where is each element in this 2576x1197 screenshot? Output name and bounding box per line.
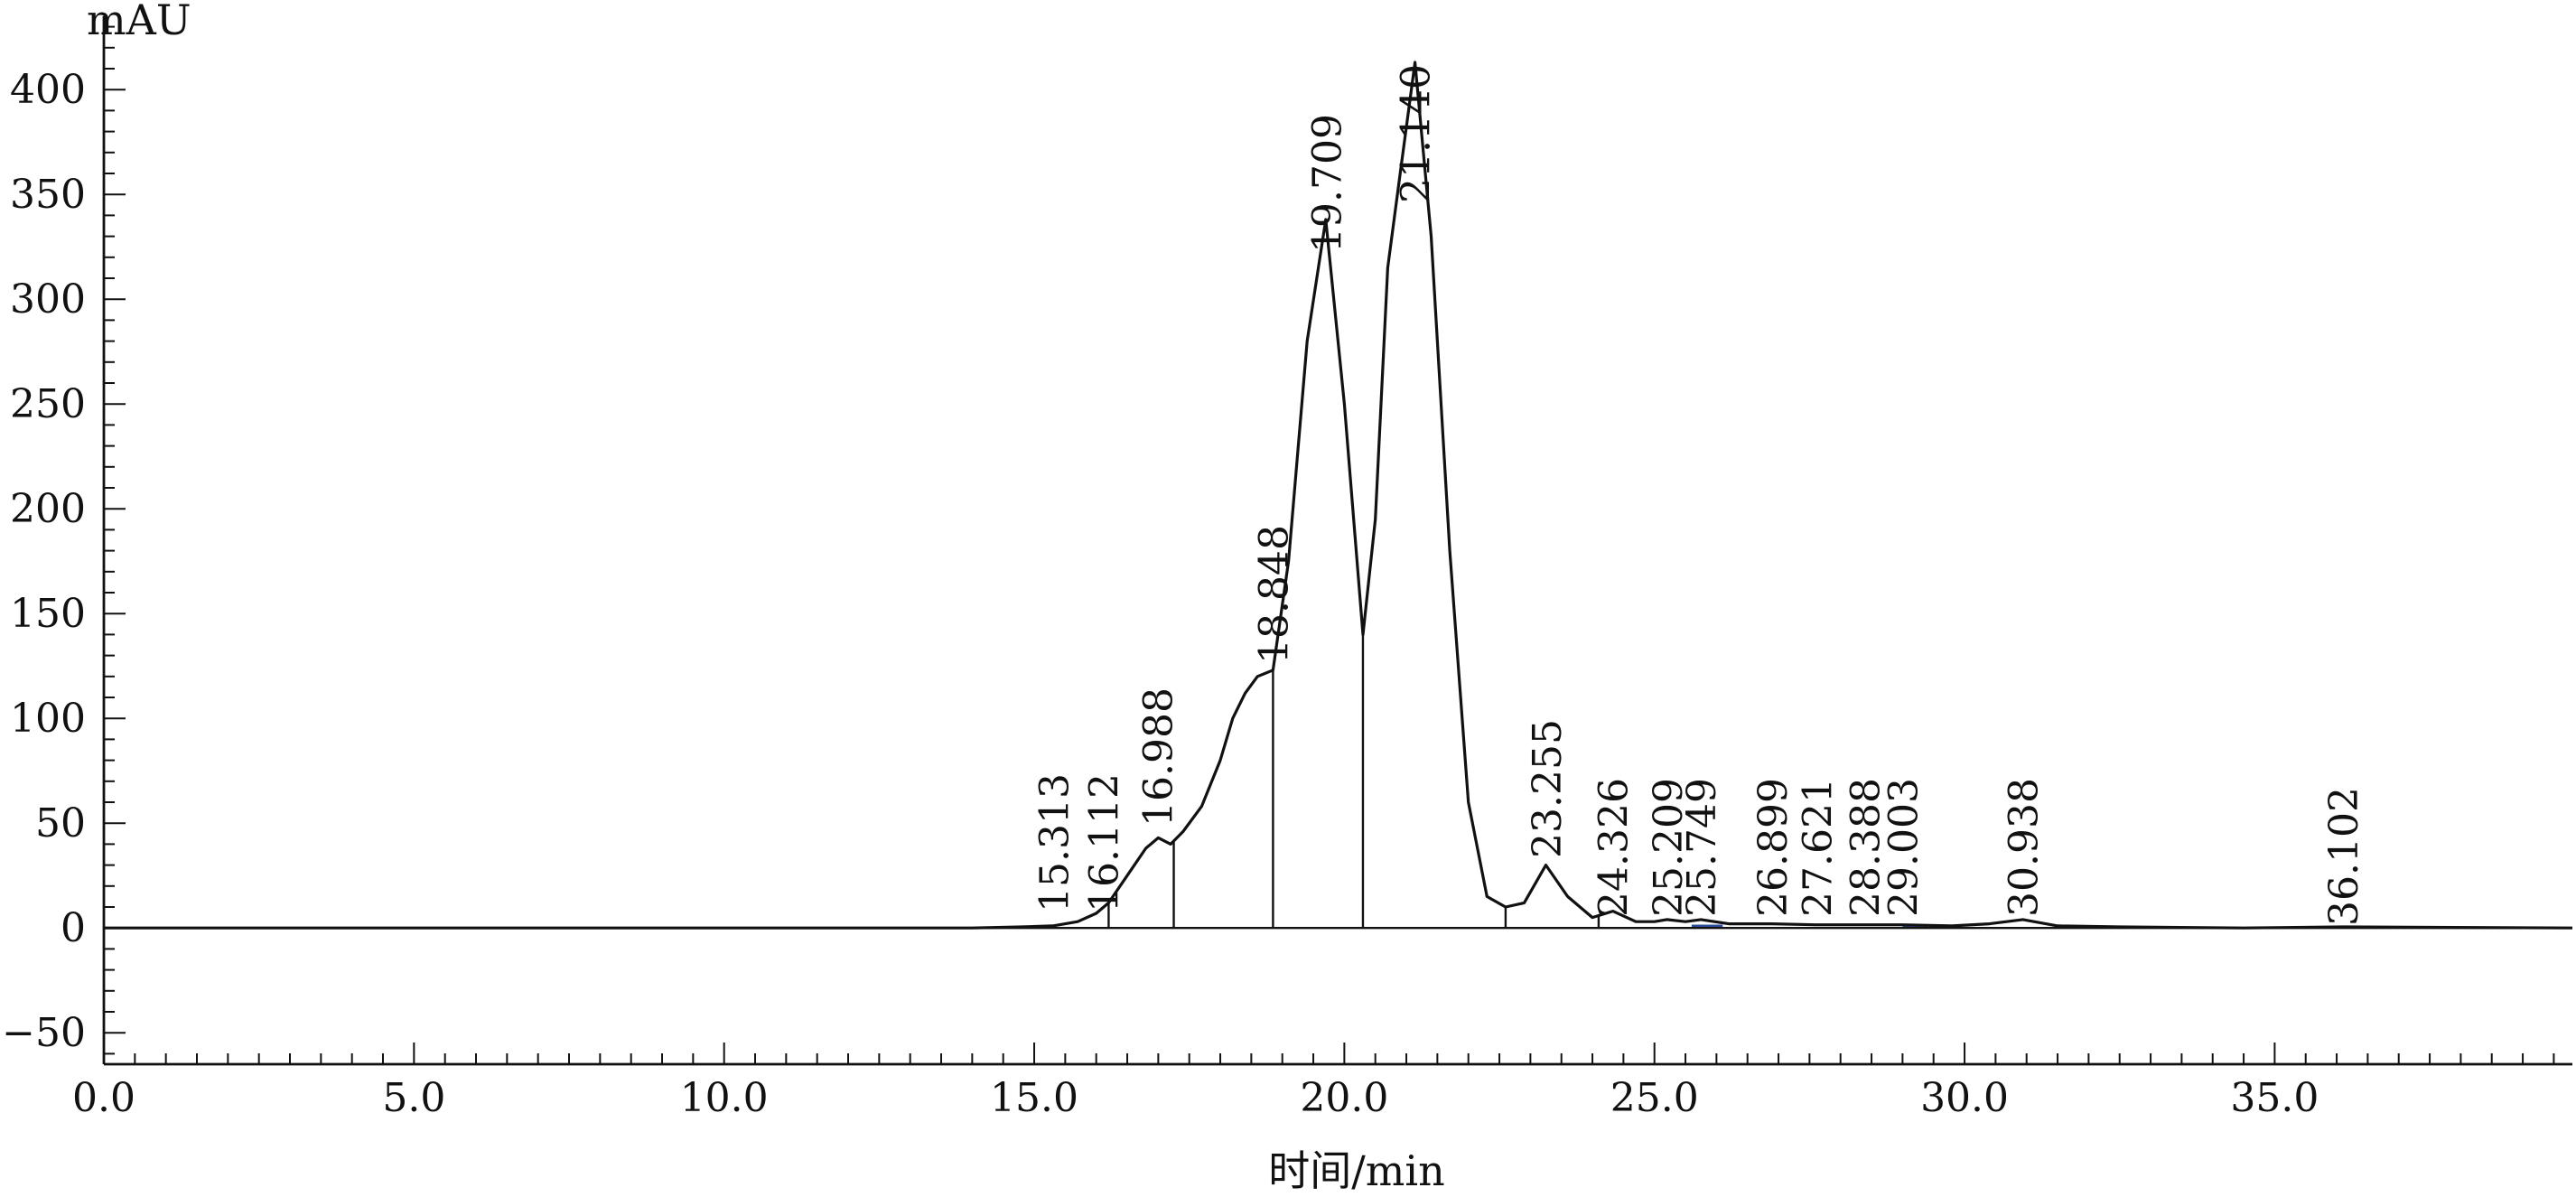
x-tick-label: 20.0: [1300, 1075, 1388, 1121]
peak-label: 23.255: [1525, 719, 1571, 858]
y-tick-label: 150: [10, 591, 86, 637]
y-tick-label: 0: [61, 905, 86, 951]
peak-label: 36.102: [2321, 787, 2367, 926]
x-tick-label: 10.0: [680, 1075, 769, 1121]
peak-label: 16.988: [1136, 687, 1182, 827]
y-tick-label: 350: [10, 172, 86, 218]
y-tick-marks: [104, 25, 126, 1055]
x-tick-label: 0.0: [72, 1075, 135, 1121]
x-tick-label: 35.0: [2230, 1075, 2319, 1121]
peak-label: 26.899: [1750, 778, 1797, 917]
peak-label: 19.709: [1304, 114, 1350, 253]
peak-label: 16.112: [1081, 773, 1127, 912]
x-tick-label: 15.0: [990, 1075, 1078, 1121]
x-tick-labels: 0.0 5.0 10.0 15.0 20.0 25.0 30.0 35.0: [72, 1075, 2319, 1121]
peak-label: 15.313: [1032, 773, 1078, 912]
peak-label: 25.749: [1679, 778, 1725, 917]
peak-label: 24.326: [1591, 778, 1637, 917]
peak-label: 27.621: [1796, 778, 1842, 917]
y-tick-label: 200: [10, 486, 86, 532]
y-tick-labels: −50 0 50 100 150 200 250 300 350 400: [2, 67, 86, 1056]
y-tick-label: 50: [35, 800, 86, 846]
y-tick-label: 400: [10, 67, 86, 113]
x-tick-label: 5.0: [382, 1075, 445, 1121]
y-tick-label: 250: [10, 381, 86, 427]
x-tick-label: 25.0: [1610, 1075, 1699, 1121]
peak-label: 18.848: [1251, 525, 1297, 664]
y-tick-label: 300: [10, 276, 86, 323]
y-axis-title: mAU: [87, 0, 191, 44]
peak-label: 28.388: [1843, 778, 1889, 917]
peak-label: 21.140: [1394, 64, 1440, 203]
x-tick-marks: [103, 1043, 2555, 1064]
x-tick-label: 30.0: [1920, 1075, 2009, 1121]
peak-boundary-lines: [1107, 634, 1601, 929]
x-axis-title: 时间/min: [1268, 1146, 1444, 1195]
peak-label: 25.209: [1646, 778, 1692, 917]
y-tick-label: −50: [2, 1010, 86, 1056]
trace-line: [104, 61, 2573, 930]
peak-label: 30.938: [2001, 778, 2047, 917]
peak-label: 29.003: [1881, 778, 1927, 917]
y-tick-label: 100: [10, 696, 86, 742]
